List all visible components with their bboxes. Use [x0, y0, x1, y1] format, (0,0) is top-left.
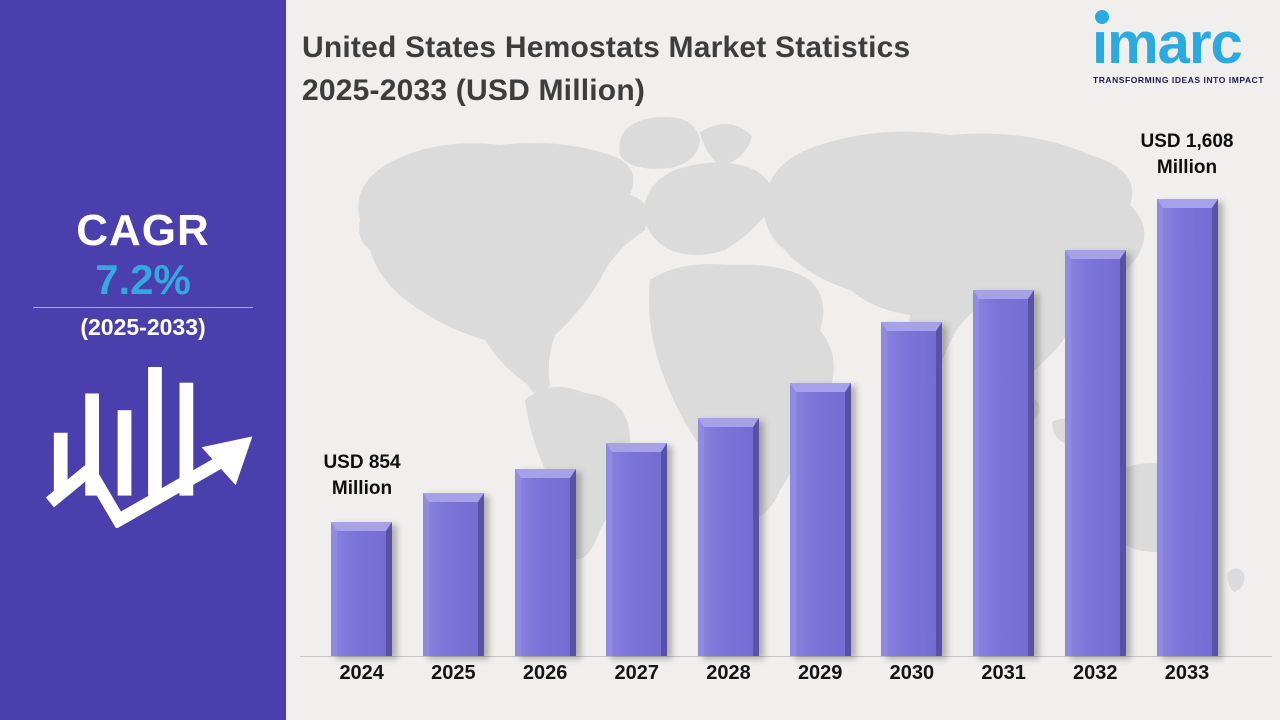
divider — [33, 307, 253, 308]
x-axis-line — [300, 656, 1272, 657]
imarc-tagline: TRANSFORMING IDEAS INTO IMPACT — [1093, 75, 1265, 85]
bar-chart-growth-arrow-icon — [45, 366, 253, 528]
bar-2032 — [1064, 249, 1126, 656]
chart-title-line1: United States Hemostats Market Statistic… — [302, 31, 911, 64]
bar-2028 — [698, 417, 759, 656]
x-tick-2026: 2026 — [522, 662, 568, 684]
bar-plot: USD 854 Million USD 1,608 Million 2024 2025… — [286, 0, 1280, 720]
x-tick-2027: 2027 — [614, 662, 660, 684]
x-tick-2030: 2030 — [889, 662, 935, 684]
cagr-value: 7.2% — [95, 256, 191, 303]
bar-2024 — [331, 522, 393, 656]
imarc-logo-dot-icon — [1095, 10, 1109, 24]
imarc-wordmark: ımarc — [1092, 11, 1243, 76]
x-tick-2028: 2028 — [706, 662, 751, 684]
chart-title-line2: 2025-2033 (USD Million) — [302, 74, 646, 107]
x-tick-2033: 2033 — [1164, 662, 1210, 684]
bar-2030 — [881, 321, 943, 656]
cagr-sidebar: CAGR 7.2% (2025-2033) — [0, 0, 286, 720]
bar-2031 — [973, 289, 1035, 656]
data-label-2024: USD 854 Million — [323, 452, 401, 499]
x-tick-2032: 2032 — [1073, 662, 1118, 684]
bar-2033 — [1156, 199, 1218, 656]
bar-2029 — [789, 383, 851, 656]
x-tick-2024: 2024 — [339, 662, 384, 684]
bar-2027 — [606, 443, 668, 656]
x-tick-2029: 2029 — [797, 662, 843, 684]
bar-2025 — [422, 492, 484, 656]
x-tick-2025: 2025 — [431, 662, 476, 684]
cagr-period: (2025-2033) — [80, 314, 206, 340]
chart-panel: United States Hemostats Market Statistic… — [286, 0, 1280, 720]
data-label-2033: USD 1,608 Million — [1140, 131, 1234, 178]
bar-2026 — [514, 468, 576, 656]
x-tick-2031: 2031 — [981, 662, 1026, 684]
imarc-logo: ımarc TRANSFORMING IDEAS INTO IMPACT — [1092, 6, 1267, 90]
chart-title: United States Hemostats Market Statistic… — [302, 26, 1102, 112]
cagr-label: CAGR — [76, 206, 210, 255]
